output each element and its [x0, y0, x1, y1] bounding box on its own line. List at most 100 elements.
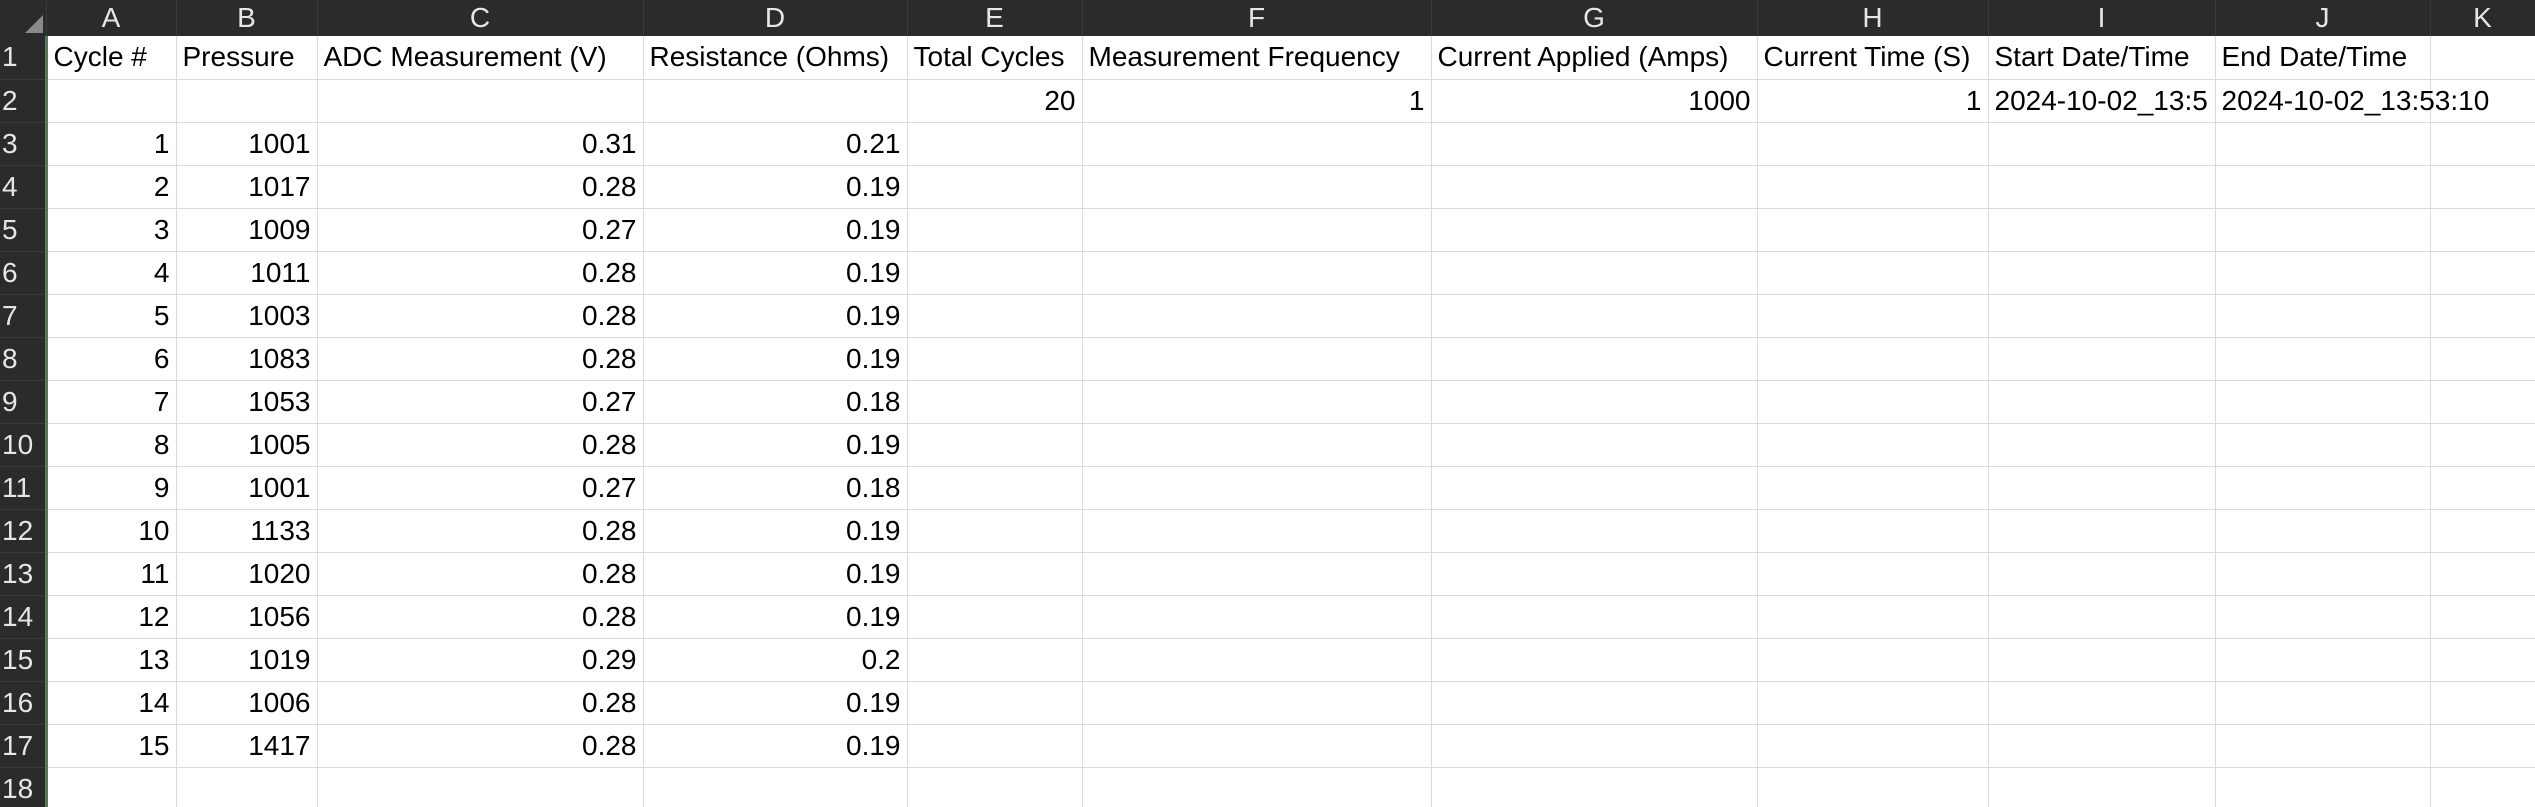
cell-i9[interactable] [1988, 380, 2216, 424]
cell-j5[interactable] [2215, 208, 2431, 252]
cell-j6[interactable] [2215, 251, 2431, 295]
cell-k3[interactable] [2430, 122, 2535, 166]
cell-d17[interactable]: 0.19 [643, 724, 908, 768]
cell-c10[interactable]: 0.28 [317, 423, 644, 467]
cell-b15[interactable]: 1019 [176, 638, 318, 682]
cell-h6[interactable] [1757, 251, 1989, 295]
cell-a16[interactable]: 14 [46, 681, 177, 725]
cell-h11[interactable] [1757, 466, 1989, 510]
column-header-d[interactable]: D [643, 0, 908, 36]
cell-j13[interactable] [2215, 552, 2431, 596]
cell-b7[interactable]: 1003 [176, 294, 318, 338]
cell-a1[interactable]: Cycle # [46, 36, 177, 80]
cell-f10[interactable] [1082, 423, 1432, 467]
row-header[interactable]: 7 [0, 294, 48, 338]
cell-k13[interactable] [2430, 552, 2535, 596]
cell-f14[interactable] [1082, 595, 1432, 639]
column-header-b[interactable]: B [176, 0, 318, 36]
cell-d3[interactable]: 0.21 [643, 122, 908, 166]
cell-b18[interactable] [176, 767, 318, 807]
cell-g13[interactable] [1431, 552, 1758, 596]
cell-k9[interactable] [2430, 380, 2535, 424]
cell-j8[interactable] [2215, 337, 2431, 381]
cell-b17[interactable]: 1417 [176, 724, 318, 768]
cell-c1[interactable]: ADC Measurement (V) [317, 36, 644, 80]
cell-e17[interactable] [907, 724, 1083, 768]
cell-f8[interactable] [1082, 337, 1432, 381]
cell-g15[interactable] [1431, 638, 1758, 682]
cell-e7[interactable] [907, 294, 1083, 338]
cell-h5[interactable] [1757, 208, 1989, 252]
cell-h18[interactable] [1757, 767, 1989, 807]
cell-f7[interactable] [1082, 294, 1432, 338]
cell-e15[interactable] [907, 638, 1083, 682]
cell-k6[interactable] [2430, 251, 2535, 295]
cell-h2[interactable]: 1 [1757, 79, 1989, 123]
row-header[interactable]: 12 [0, 509, 48, 553]
cell-f3[interactable] [1082, 122, 1432, 166]
cell-i17[interactable] [1988, 724, 2216, 768]
column-header-c[interactable]: C [317, 0, 644, 36]
row-header[interactable]: 9 [0, 380, 48, 424]
cell-a12[interactable]: 10 [46, 509, 177, 553]
cell-c17[interactable]: 0.28 [317, 724, 644, 768]
cell-e14[interactable] [907, 595, 1083, 639]
cell-g18[interactable] [1431, 767, 1758, 807]
cell-c11[interactable]: 0.27 [317, 466, 644, 510]
cell-f15[interactable] [1082, 638, 1432, 682]
cell-h12[interactable] [1757, 509, 1989, 553]
cell-i5[interactable] [1988, 208, 2216, 252]
cell-e8[interactable] [907, 337, 1083, 381]
cell-k14[interactable] [2430, 595, 2535, 639]
cell-f13[interactable] [1082, 552, 1432, 596]
cell-j15[interactable] [2215, 638, 2431, 682]
cell-a8[interactable]: 6 [46, 337, 177, 381]
cell-h4[interactable] [1757, 165, 1989, 209]
cell-f4[interactable] [1082, 165, 1432, 209]
cell-h16[interactable] [1757, 681, 1989, 725]
cell-e2[interactable]: 20 [907, 79, 1083, 123]
cell-b2[interactable] [176, 79, 318, 123]
cell-k11[interactable] [2430, 466, 2535, 510]
cell-g17[interactable] [1431, 724, 1758, 768]
cell-d6[interactable]: 0.19 [643, 251, 908, 295]
cell-d18[interactable] [643, 767, 908, 807]
row-header[interactable]: 6 [0, 251, 48, 295]
cell-b12[interactable]: 1133 [176, 509, 318, 553]
cell-g4[interactable] [1431, 165, 1758, 209]
cell-g5[interactable] [1431, 208, 1758, 252]
column-header-f[interactable]: F [1082, 0, 1432, 36]
cell-j9[interactable] [2215, 380, 2431, 424]
cell-j10[interactable] [2215, 423, 2431, 467]
cell-d2[interactable] [643, 79, 908, 123]
cell-i11[interactable] [1988, 466, 2216, 510]
cell-b9[interactable]: 1053 [176, 380, 318, 424]
cell-e10[interactable] [907, 423, 1083, 467]
cell-c9[interactable]: 0.27 [317, 380, 644, 424]
row-header[interactable]: 18 [0, 767, 48, 807]
column-header-e[interactable]: E [907, 0, 1083, 36]
cell-f6[interactable] [1082, 251, 1432, 295]
cell-b4[interactable]: 1017 [176, 165, 318, 209]
column-header-h[interactable]: H [1757, 0, 1989, 36]
cell-h15[interactable] [1757, 638, 1989, 682]
cell-h13[interactable] [1757, 552, 1989, 596]
cell-g3[interactable] [1431, 122, 1758, 166]
cell-i1[interactable]: Start Date/Time [1988, 36, 2216, 80]
cell-g8[interactable] [1431, 337, 1758, 381]
cell-j11[interactable] [2215, 466, 2431, 510]
select-all-corner[interactable] [0, 0, 47, 36]
cell-c6[interactable]: 0.28 [317, 251, 644, 295]
cell-c4[interactable]: 0.28 [317, 165, 644, 209]
cell-f2[interactable]: 1 [1082, 79, 1432, 123]
cell-i2[interactable]: 2024-10-02_13:5 [1988, 79, 2216, 123]
cell-c18[interactable] [317, 767, 644, 807]
row-header[interactable]: 10 [0, 423, 48, 467]
cell-c8[interactable]: 0.28 [317, 337, 644, 381]
cell-f12[interactable] [1082, 509, 1432, 553]
cell-c13[interactable]: 0.28 [317, 552, 644, 596]
cell-e11[interactable] [907, 466, 1083, 510]
cell-h9[interactable] [1757, 380, 1989, 424]
cell-f17[interactable] [1082, 724, 1432, 768]
cell-k7[interactable] [2430, 294, 2535, 338]
